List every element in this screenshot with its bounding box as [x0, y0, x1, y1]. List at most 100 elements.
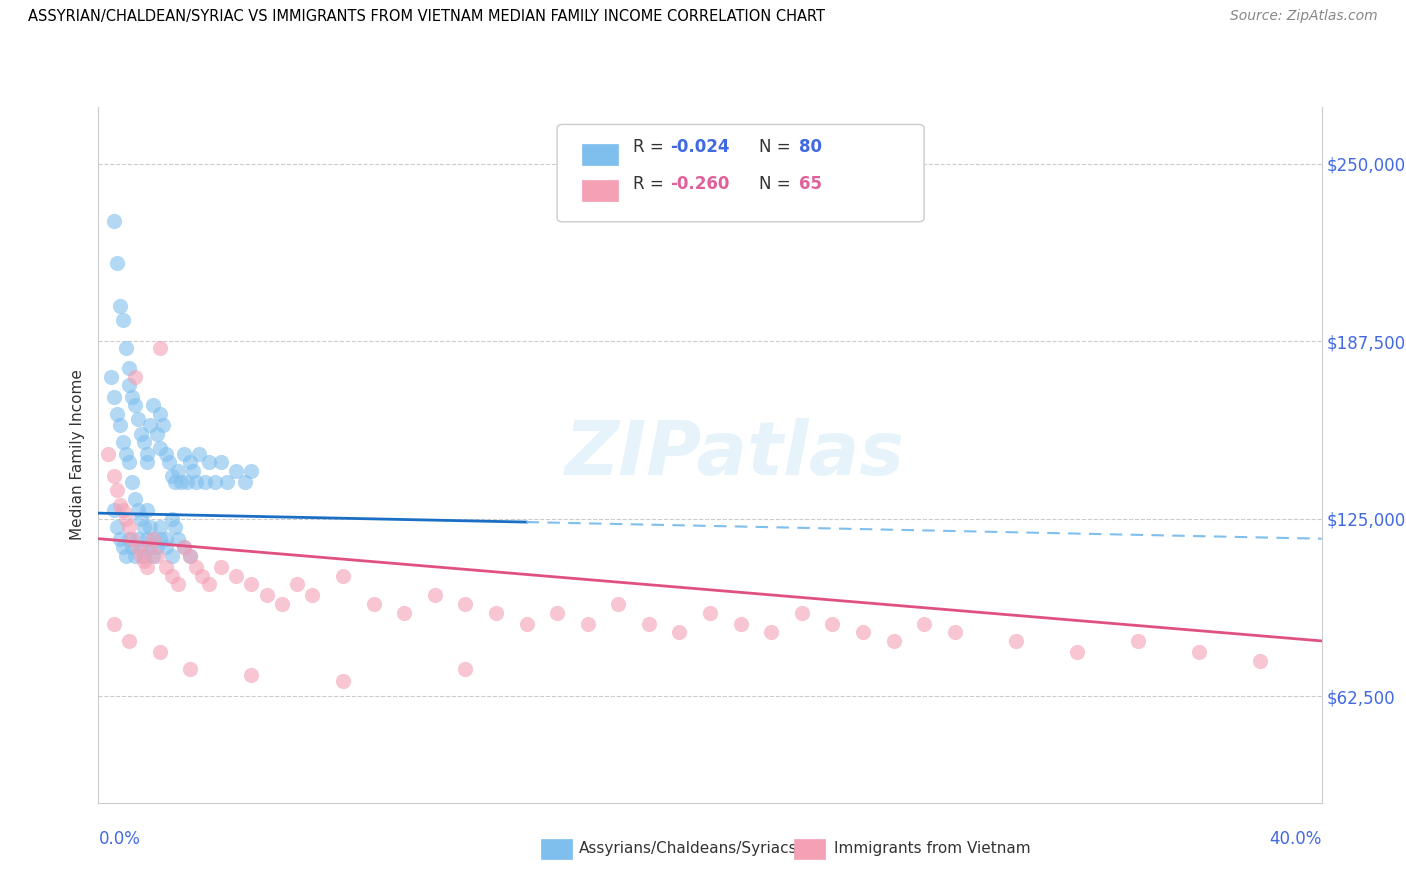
Point [173, 540, 195, 554]
Point [423, 589, 446, 603]
Point [145, 549, 167, 563]
Point [127, 503, 149, 517]
Point [163, 520, 186, 534]
Point [363, 597, 385, 611]
Point [118, 378, 141, 392]
Point [194, 475, 217, 489]
Point [142, 532, 165, 546]
Point [454, 597, 477, 611]
Point [97, 446, 120, 460]
Point [118, 455, 141, 469]
Point [136, 455, 159, 469]
Point [105, 256, 128, 270]
Point [103, 469, 125, 483]
Point [155, 532, 177, 546]
Point [129, 540, 152, 554]
Point [155, 446, 177, 460]
Point [115, 512, 138, 526]
Point [197, 455, 219, 469]
Point [103, 390, 125, 404]
Point [256, 589, 278, 603]
Point [179, 549, 201, 563]
Point [270, 597, 292, 611]
Point [129, 512, 152, 526]
Point [209, 560, 232, 574]
Point [167, 464, 190, 478]
Text: Immigrants from Vietnam: Immigrants from Vietnam [834, 841, 1031, 855]
FancyBboxPatch shape [582, 180, 619, 201]
Point [485, 606, 508, 620]
Point [191, 568, 214, 582]
Text: R =: R = [633, 175, 669, 193]
Text: 0.0%: 0.0% [98, 830, 141, 847]
Text: N =: N = [759, 175, 796, 193]
Point [124, 369, 146, 384]
Point [115, 549, 138, 563]
Point [149, 407, 172, 421]
Point [149, 645, 172, 659]
Point [108, 418, 131, 433]
Text: Source: ZipAtlas.com: Source: ZipAtlas.com [1230, 9, 1378, 23]
Point [332, 673, 354, 688]
Point [142, 398, 165, 412]
Point [215, 475, 238, 489]
Text: -0.024: -0.024 [669, 138, 730, 156]
Text: N =: N = [759, 138, 796, 156]
Point [142, 532, 165, 546]
Point [149, 532, 172, 546]
Point [225, 568, 247, 582]
Point [186, 475, 208, 489]
Point [118, 634, 141, 648]
Point [124, 491, 146, 506]
Point [1188, 645, 1211, 659]
Point [149, 520, 172, 534]
Point [730, 616, 752, 631]
Point [145, 540, 167, 554]
Point [129, 549, 152, 563]
Point [111, 540, 134, 554]
Point [136, 560, 159, 574]
Point [607, 597, 630, 611]
Point [134, 435, 156, 450]
Point [149, 441, 172, 455]
Point [142, 549, 165, 563]
Point [912, 616, 935, 631]
Point [179, 662, 201, 676]
Point [240, 577, 263, 591]
Text: ZIPatlas: ZIPatlas [564, 418, 904, 491]
Point [179, 549, 201, 563]
Point [173, 540, 195, 554]
Point [103, 616, 125, 631]
Point [160, 469, 183, 483]
Point [115, 342, 138, 356]
Point [204, 475, 226, 489]
Point [118, 532, 141, 546]
Point [163, 475, 186, 489]
Point [699, 606, 721, 620]
Point [127, 532, 149, 546]
Point [1249, 654, 1271, 668]
Point [139, 540, 162, 554]
Text: Assyrians/Chaldeans/Syriacs: Assyrians/Chaldeans/Syriacs [579, 841, 797, 855]
Point [155, 540, 177, 554]
Point [121, 390, 143, 404]
Point [149, 342, 172, 356]
Point [145, 426, 167, 441]
Text: R =: R = [633, 138, 669, 156]
Point [124, 549, 146, 563]
Point [576, 616, 599, 631]
Point [118, 520, 141, 534]
Point [546, 606, 568, 620]
Point [139, 520, 162, 534]
Point [108, 299, 131, 313]
Point [103, 503, 125, 517]
Point [127, 412, 149, 426]
Point [105, 407, 128, 421]
Point [111, 503, 134, 517]
Point [129, 426, 152, 441]
Point [188, 446, 211, 460]
Point [285, 577, 308, 591]
Point [155, 560, 177, 574]
Point [139, 418, 162, 433]
Point [332, 568, 354, 582]
